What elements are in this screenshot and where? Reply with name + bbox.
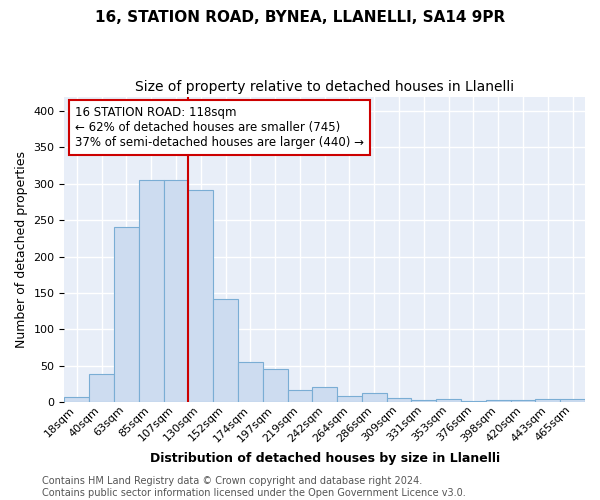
Bar [287,390,313,402]
Bar [64,397,89,402]
Bar [436,399,461,402]
Bar [362,393,386,402]
Bar [412,400,436,402]
Bar [560,399,585,402]
Text: Contains HM Land Registry data © Crown copyright and database right 2024.
Contai: Contains HM Land Registry data © Crown c… [42,476,466,498]
Bar [263,369,287,402]
Bar [461,401,486,402]
Bar [188,190,213,402]
Bar [486,400,511,402]
Bar [164,180,188,402]
Bar [535,399,560,402]
Y-axis label: Number of detached properties: Number of detached properties [15,150,28,348]
Bar [238,362,263,402]
Bar [386,398,412,402]
X-axis label: Distribution of detached houses by size in Llanelli: Distribution of detached houses by size … [149,452,500,465]
Bar [213,298,238,402]
Bar [337,396,362,402]
Bar [89,374,114,402]
Bar [114,228,139,402]
Bar [139,180,164,402]
Title: Size of property relative to detached houses in Llanelli: Size of property relative to detached ho… [135,80,514,94]
Bar [511,400,535,402]
Text: 16 STATION ROAD: 118sqm
← 62% of detached houses are smaller (745)
37% of semi-d: 16 STATION ROAD: 118sqm ← 62% of detache… [75,106,364,148]
Text: 16, STATION ROAD, BYNEA, LLANELLI, SA14 9PR: 16, STATION ROAD, BYNEA, LLANELLI, SA14 … [95,10,505,25]
Bar [313,388,337,402]
